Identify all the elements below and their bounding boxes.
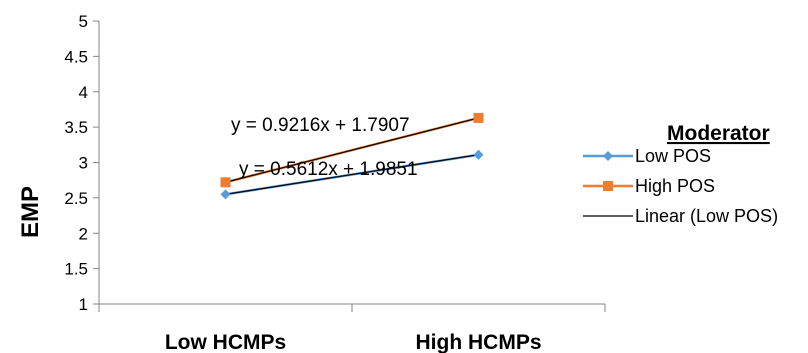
legend-marker [603,151,613,161]
equation-high-pos: y = 0.9216x + 1.7907 [231,115,410,136]
x-category-label: Low HCMPs [165,331,286,353]
y-tick-label: 1.5 [64,260,88,279]
y-axis-label: EMP [17,186,44,238]
y-tick-label: 3.5 [64,118,88,137]
trendline-1 [225,117,479,183]
equation-low-pos: y = 0.5612x + 1.9851 [239,159,418,180]
x-category-label: High HCMPs [416,331,542,353]
y-tick-label: 1 [79,295,88,314]
y-axis: 1 1.5 2 2.5 3 3.5 4 4.5 5 [64,12,100,314]
legend-entry-label: High POS [635,176,715,196]
y-tick-label: 2.5 [64,189,88,208]
data-point-low-pos [473,149,484,160]
y-tick-label: 4.5 [64,47,88,66]
x-axis: Low HCMPs High HCMPs [98,303,606,353]
y-tick-label: 2 [79,224,88,243]
y-tick-label: 4 [79,83,88,102]
data-point-high-pos [473,112,484,123]
y-tick-label: 5 [79,12,88,31]
trendline-0 [225,154,479,195]
legend-entry-label: Linear (Low POS) [635,206,778,226]
data-point-high-pos [220,177,231,188]
legend-marker [603,181,613,191]
y-tick-label: 3 [79,154,88,173]
legend-title: Moderator [667,122,770,145]
legend: Moderator Low POS High POS Linear (Low POS… [583,122,778,226]
data-point-low-pos [220,189,231,200]
plot-area [220,112,484,200]
legend-entry-label: Low POS [635,146,711,166]
